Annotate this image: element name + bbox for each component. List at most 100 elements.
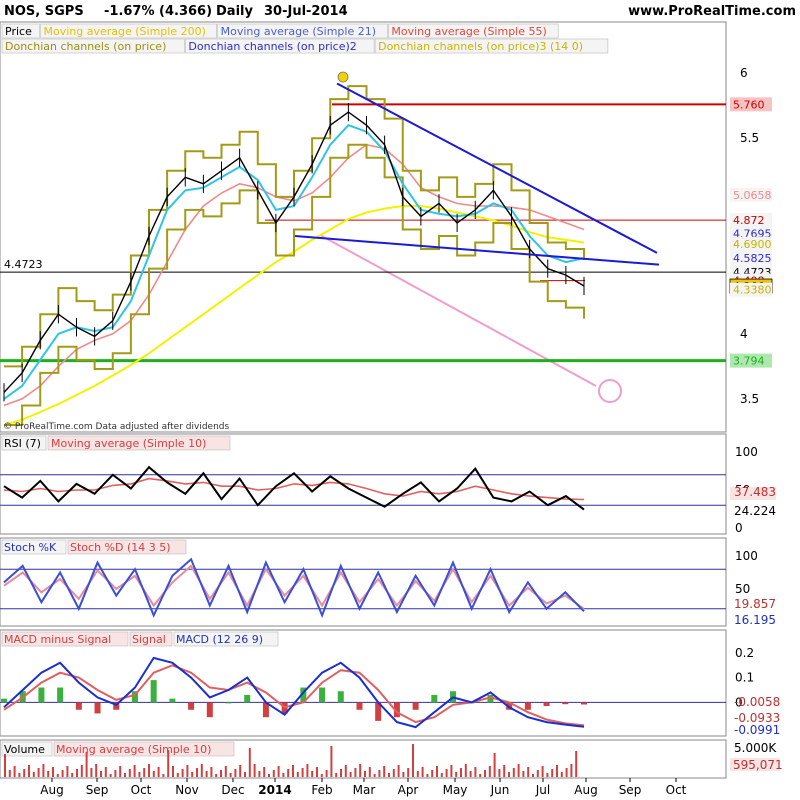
volume-bar <box>37 768 40 777</box>
x-tick-label: Feb <box>311 783 332 797</box>
rsi-y-tick: 100 <box>735 445 758 459</box>
volume-bar <box>512 768 515 777</box>
volume-bar <box>383 766 386 777</box>
volume-bar <box>335 773 338 777</box>
macd-hist-bar <box>75 702 82 710</box>
legend1-box-0 <box>1 23 40 39</box>
volume-bar <box>517 764 520 777</box>
legend2-item-2: Donchian channels (on price)3 (14 0) <box>378 40 583 53</box>
volume-bar <box>330 746 333 777</box>
volume-bar <box>13 766 16 777</box>
volume-bar <box>421 767 424 777</box>
rsi-ma-label: Moving average (Simple 10) <box>51 437 206 450</box>
volume-bar <box>565 768 568 777</box>
volume-bar <box>119 766 122 777</box>
macd-panel: MACD minus Signal Signal MACD (12 26 9) 0.2… <box>0 629 780 737</box>
macd-hist-bar <box>562 702 569 705</box>
legend1-item-0: Price <box>5 25 32 38</box>
macd-hist-bar <box>188 702 195 710</box>
volume-bar <box>52 767 54 777</box>
x-tick-label: May <box>443 783 468 797</box>
volume-bar <box>469 771 472 777</box>
volume-bar <box>248 748 251 777</box>
header-period: Daily <box>216 4 253 19</box>
upper-trendline <box>336 82 658 254</box>
macd-signal-box <box>129 631 173 647</box>
volume-bar <box>503 765 506 777</box>
volume-bar <box>157 767 160 777</box>
alert-bell-icon[interactable] <box>337 71 349 83</box>
volume-bar <box>498 769 501 777</box>
macd-y-tick: 0 <box>735 695 743 709</box>
macd-hist-bar <box>94 702 101 714</box>
volume-ma-box <box>53 741 235 757</box>
x-tick-label: Sep <box>86 783 109 797</box>
volume-bar <box>258 771 261 777</box>
x-tick-label: Aug <box>40 783 63 797</box>
volume-bar <box>253 764 256 777</box>
volume-bar <box>340 769 342 777</box>
volume-bar <box>364 771 366 777</box>
macd-hist-bar <box>113 702 120 710</box>
volume-bar <box>191 772 194 777</box>
macd-hist-bar <box>131 691 138 703</box>
legend2-box-1 <box>185 38 375 54</box>
volume-bar <box>575 751 578 777</box>
volume-bar <box>234 769 237 777</box>
stoch-title-box <box>1 539 67 555</box>
volume-bar <box>200 764 203 777</box>
volume-bar <box>368 767 371 777</box>
macd-line <box>3 656 585 729</box>
macd-hist-bar <box>431 694 438 703</box>
legend1-box-3 <box>388 23 559 39</box>
volume-bar <box>224 766 227 777</box>
volume-bar <box>162 774 165 777</box>
level-label: 5.0658 <box>733 189 772 202</box>
macd-hist-bar <box>412 702 419 710</box>
volume-bar <box>148 764 150 777</box>
rsi-title: RSI (7) <box>4 437 41 450</box>
volume-bar <box>263 767 266 777</box>
x-tick-label: Aug <box>574 783 597 797</box>
volume-bar <box>431 770 434 777</box>
rsi-ma-box <box>47 435 231 451</box>
rsi-value-label: 37.483 <box>734 485 776 499</box>
volume-bar <box>440 773 443 777</box>
volume-bar <box>196 768 198 777</box>
volume-title-box <box>1 741 53 757</box>
volume-bar <box>508 772 510 777</box>
macd-hist-bar <box>1 698 7 703</box>
header-site: www.ProRealTime.com <box>628 4 796 19</box>
stoch-y-tick: 50 <box>735 582 750 596</box>
donchian-upper <box>4 85 585 368</box>
stoch-title: Stoch %K <box>4 541 57 554</box>
volume-bar <box>8 770 11 777</box>
volume-bar <box>42 764 45 777</box>
macd-title-box <box>1 631 129 647</box>
volume-bar <box>71 773 74 777</box>
macd-hist-bar <box>244 694 251 703</box>
volume-bar <box>282 773 285 777</box>
macd-hist-bar <box>581 702 587 705</box>
legend1-box-1 <box>40 23 217 39</box>
macd-hist-bar <box>543 702 550 707</box>
price-y-tick: 4 <box>740 327 748 341</box>
macd-hist-bar <box>337 691 344 703</box>
macd-label: MACD (12 26 9) <box>176 633 263 646</box>
x-tick-label: 2014 <box>258 783 291 797</box>
volume-bar <box>450 765 453 777</box>
macd-signal-label: Signal <box>132 633 166 646</box>
volume-bar <box>95 764 98 777</box>
volume-bar <box>76 769 78 777</box>
level-label: 4.5825 <box>733 252 772 265</box>
level-label: 4.3380 <box>733 284 772 297</box>
level-label: 3.794 <box>733 355 765 368</box>
legend2-item-1: Donchian channels (on price)2 <box>188 40 356 53</box>
volume-bar <box>436 766 438 777</box>
rsi-value-badge <box>730 487 776 500</box>
volume-bar <box>220 770 222 777</box>
volume-bar <box>292 765 294 777</box>
volume-bar <box>378 770 381 777</box>
volume-bar <box>532 774 534 777</box>
